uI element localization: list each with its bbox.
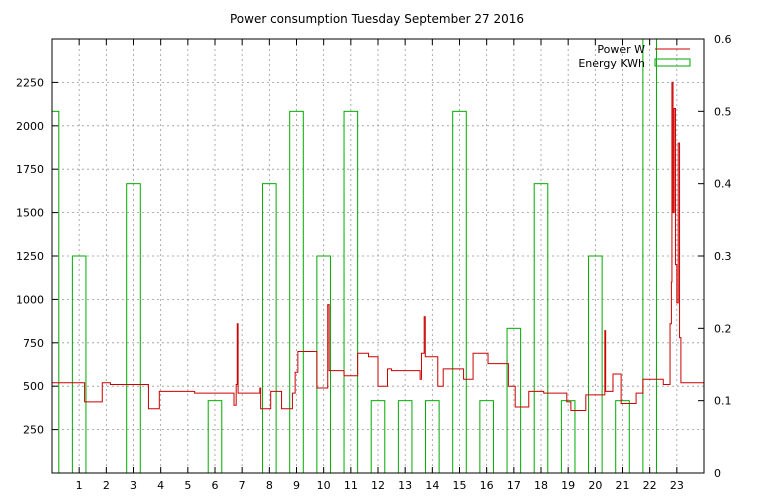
energy-bar	[51, 110, 60, 474]
x-tick-label: 9	[293, 479, 300, 492]
y2-tick-label: 0.6	[714, 33, 732, 46]
x-tick-label: 14	[425, 479, 439, 492]
legend-energy-swatch	[654, 58, 691, 67]
x-tick-label: 10	[317, 479, 331, 492]
y-tick-label: 1500	[16, 207, 44, 220]
legend-energy-label: Energy KWh	[578, 57, 645, 70]
y-tick-label: 1250	[16, 250, 44, 263]
y-tick-label: 2000	[16, 120, 44, 133]
x-tick-label: 3	[130, 479, 137, 492]
x-tick-label: 11	[344, 479, 358, 492]
x-tick-label: 2	[103, 479, 110, 492]
y2-tick-label: 0.4	[714, 178, 732, 191]
y2-tick-label: 0.5	[714, 105, 732, 118]
x-tick-label: 7	[239, 479, 246, 492]
x-tick-label: 22	[643, 479, 657, 492]
y2-tick-label: 0.1	[714, 395, 732, 408]
x-tick-label: 13	[398, 479, 412, 492]
y-tick-label: 250	[23, 424, 44, 437]
y2-axis-ticks: 0 0.1 0.2 0.3 0.4 0.5 0.6	[698, 33, 732, 480]
x-tick-label: 18	[534, 479, 548, 492]
energy-bar	[370, 400, 386, 474]
power-line-group	[52, 81, 705, 411]
x-tick-label: 1	[76, 479, 83, 492]
y-tick-label: 2250	[16, 76, 44, 89]
y-tick-label: 750	[23, 337, 44, 350]
power-line	[52, 81, 705, 411]
x-tick-label: 21	[616, 479, 630, 492]
y-tick-label: 1000	[16, 293, 44, 306]
x-tick-label: 19	[561, 479, 575, 492]
grid	[52, 39, 704, 473]
x-tick-label: 6	[212, 479, 219, 492]
legend-power-label: Power W	[597, 43, 645, 56]
x-tick-label: 16	[480, 479, 494, 492]
energy-bar	[425, 400, 440, 474]
energy-bar	[207, 400, 223, 474]
x-tick-label: 17	[507, 479, 521, 492]
chart-title: Power consumption Tuesday September 27 2…	[230, 12, 524, 26]
x-tick-label: 12	[371, 479, 385, 492]
energy-bar	[479, 400, 494, 474]
energy-bar	[397, 400, 413, 474]
x-axis-ticks: 1 2 3 4 5 6 7 8 9 10 11 12 13 14 15 16 17 18 19 20 21 22 23	[76, 39, 684, 492]
energy-bar	[615, 400, 630, 474]
y2-tick-label: 0.3	[714, 250, 732, 263]
y-tick-label: 500	[23, 380, 44, 393]
x-tick-label: 15	[453, 479, 467, 492]
x-tick-label: 23	[670, 479, 684, 492]
x-tick-label: 5	[184, 479, 191, 492]
energy-bar	[560, 400, 576, 474]
y2-tick-label: 0.2	[714, 322, 732, 335]
x-tick-label: 20	[588, 479, 602, 492]
y-tick-label: 1750	[16, 163, 44, 176]
x-tick-label: 8	[266, 479, 273, 492]
x-tick-label: 4	[157, 479, 164, 492]
y2-tick-label: 0	[714, 467, 721, 480]
y-axis-ticks: 250 500 750 1000 1250 1500 1750 2000 2250	[16, 76, 58, 437]
